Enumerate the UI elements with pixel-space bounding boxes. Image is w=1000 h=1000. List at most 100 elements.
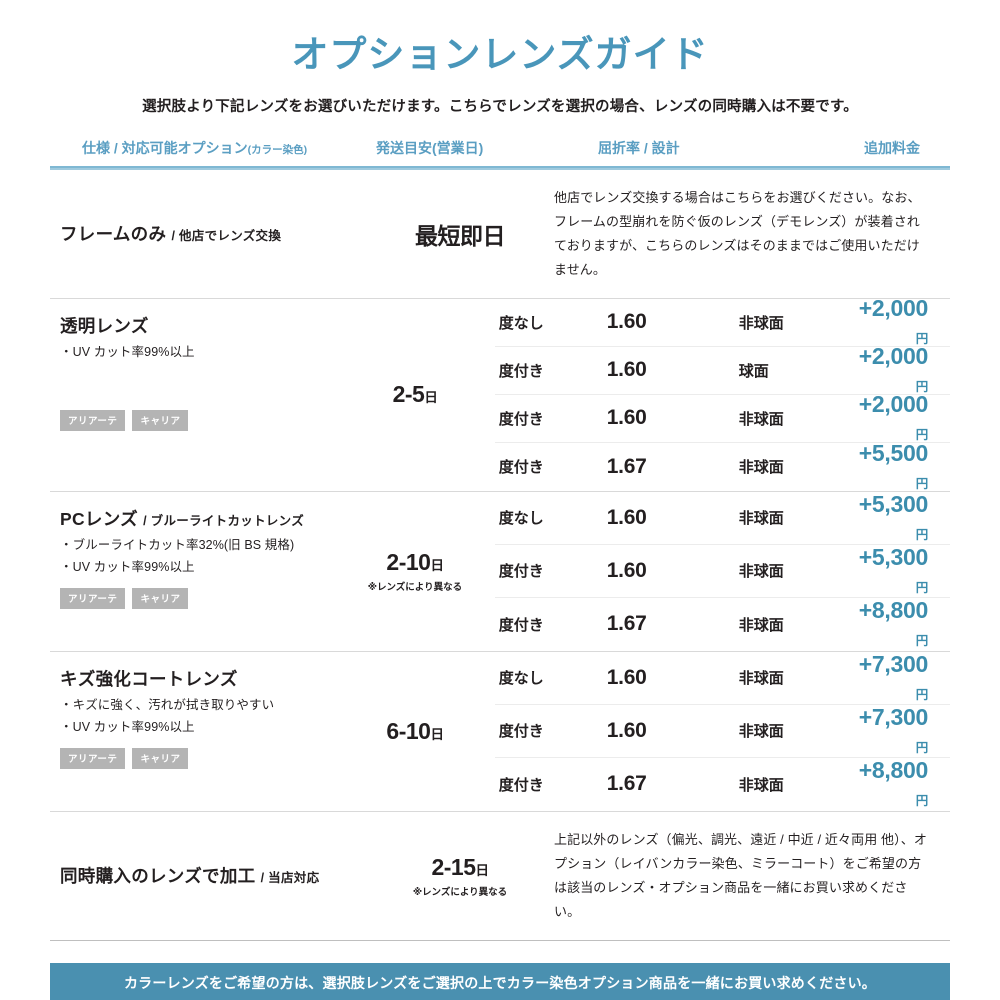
spec-cell: 透明レンズ ・UV カット率99%以上 アリアーテ キャリア (50, 299, 335, 491)
option-price: +7,300 円 (859, 651, 950, 705)
shipping-days-unit: 日 (475, 862, 490, 878)
row-note: 上記以外のレンズ（偏光、調光、遠近 / 中近 / 近々両用 他）、オプション（レ… (554, 831, 927, 919)
option-row[interactable]: 度付き 1.60 非球面 +2,000 円 (494, 391, 950, 443)
description-cell: 他店でレンズ交換する場合はこちらをお選びください。なお、フレームの型崩れを防ぐ仮… (550, 170, 950, 298)
option-degree: 度付き (498, 410, 544, 428)
option-price: +2,000 円 (859, 295, 950, 349)
option-price-yen: 円 (915, 794, 929, 809)
table-row: 透明レンズ ・UV カット率99%以上 アリアーテ キャリア 2-5日 度なし … (50, 295, 950, 494)
option-price-value: +2,000 (858, 391, 929, 418)
shipping-cell: 2-5日 (335, 299, 495, 491)
shipping-days-unit: 日 (430, 726, 444, 742)
lens-name-main: 同時購入のレンズで加工 (60, 866, 256, 887)
column-header-price: 追加料金 (864, 139, 920, 156)
spec-cell: PCレンズ / ブルーライトカットレンズ ・ブルーライトカット率32%(旧 BS… (50, 492, 335, 651)
header-divider (50, 165, 950, 170)
lens-name-sub: / 他店でレンズ交換 (171, 229, 282, 244)
table-row: キズ強化コートレンズ ・キズに強く、汚れが拭き取りやすい ・UV カット率99%… (50, 651, 950, 812)
lens-feature: ・UV カット率99%以上 (60, 344, 195, 359)
option-price-yen: 円 (915, 476, 929, 491)
shipping-days: 最短即日 (415, 222, 506, 249)
option-design: 非球面 (738, 410, 784, 428)
shipping-days-unit: 日 (424, 390, 438, 406)
option-price-yen: 円 (915, 740, 929, 755)
option-price-value: +5,300 (858, 490, 929, 517)
shipping-days: 2-15日 (431, 854, 490, 881)
option-degree: 度なし (498, 670, 544, 688)
option-price: +5,500 円 (859, 440, 950, 494)
option-row[interactable]: 度付き 1.60 球面 +2,000 円 (494, 343, 950, 395)
option-price-yen: 円 (915, 527, 929, 542)
column-header-spec: 仕様 / 対応可能オプション(カラー染色) (50, 138, 370, 158)
option-design: 非球面 (738, 776, 784, 794)
lens-feature: ・UV カット率99%以上 (60, 719, 195, 734)
option-price-yen: 円 (915, 687, 929, 702)
shipping-days-value: 2-5 (392, 381, 425, 408)
option-design: 非球面 (738, 314, 784, 332)
option-price: +5,300 円 (859, 491, 950, 545)
option-index: 1.67 (606, 772, 647, 796)
option-price-yen: 円 (915, 634, 929, 649)
option-index: 1.60 (606, 665, 647, 689)
row-note: 他店でレンズ交換する場合はこちらをお選びください。なお、フレームの型崩れを防ぐ仮… (554, 189, 921, 277)
spec-cell: キズ強化コートレンズ ・キズに強く、汚れが拭き取りやすい ・UV カット率99%… (50, 652, 335, 811)
option-row[interactable]: 度付き 1.60 非球面 +5,300 円 (494, 544, 950, 598)
table-row: PCレンズ / ブルーライトカットレンズ ・ブルーライトカット率32%(旧 BS… (50, 491, 950, 652)
option-degree: 度付き (498, 776, 544, 794)
option-price-yen: 円 (915, 428, 929, 443)
badge-group: アリアーテ キャリア (60, 738, 335, 770)
option-index: 1.60 (606, 718, 647, 742)
option-degree: 度なし (498, 314, 544, 332)
lens-name-main: PCレンズ (60, 508, 138, 529)
option-design: 非球面 (738, 563, 784, 581)
column-header-index: 屈折率 / 設計 (598, 139, 680, 156)
spec-cell: 同時購入のレンズで加工 / 当店対応 (50, 812, 370, 940)
option-design: 非球面 (738, 723, 784, 741)
options-cell: 度なし 1.60 非球面 +5,300円 度付き 1.60 非球面 +5,300… (494, 491, 950, 651)
option-design: 非球面 (738, 459, 784, 477)
shipping-days-note: ※レンズにより異なる (367, 582, 463, 594)
option-price: +5,300 円 (859, 544, 950, 598)
option-price-value: +7,300 (858, 703, 929, 730)
lens-name-sub: / 当店対応 (260, 871, 320, 886)
option-index: 1.67 (606, 454, 647, 478)
option-price-value: +5,500 (858, 439, 929, 466)
lens-name-main: キズ強化コートレンズ (60, 668, 238, 689)
option-index: 1.60 (606, 358, 647, 382)
option-row[interactable]: 度付き 1.67 非球面 +5,500 円 (495, 440, 950, 494)
shipping-cell: 6-10日 (335, 652, 495, 811)
spec-cell: フレームのみ / 他店でレンズ交換 (50, 170, 370, 298)
shipping-cell: 最短即日 (370, 170, 550, 298)
option-row[interactable]: 度付き 1.67 非球面 +8,800 円 (495, 757, 950, 811)
options-cell: 度なし 1.60 非球面 +7,300円 度付き 1.60 非球面 +7,300… (494, 651, 950, 811)
description-cell: 上記以外のレンズ（偏光、調光、遠近 / 中近 / 近々両用 他）、オプション（レ… (550, 812, 950, 940)
lens-name-main: 透明レンズ (60, 315, 149, 336)
shipping-days: 2-5日 (393, 381, 438, 408)
option-degree: 度付き (498, 362, 544, 380)
badge-ariate: アリアーテ (60, 588, 126, 610)
badge-career: キャリア (132, 588, 189, 610)
option-price: +7,300 円 (859, 704, 950, 758)
option-row[interactable]: 度付き 1.67 非球面 +8,800 円 (495, 597, 950, 651)
option-price: +2,000 円 (859, 343, 950, 397)
option-degree: 度なし (498, 510, 544, 528)
option-row[interactable]: 度なし 1.60 非球面 +2,000 円 (494, 295, 950, 347)
shipping-days: 2-10日 (386, 549, 444, 576)
shipping-days-note: ※レンズにより異なる (412, 886, 508, 898)
option-row[interactable]: 度なし 1.60 非球面 +5,300 円 (494, 491, 950, 545)
badge-ariate: アリアーテ (60, 748, 126, 770)
option-price-value: +8,800 (858, 597, 929, 624)
option-degree: 度付き (498, 459, 544, 477)
column-header-spec-main: 仕様 / 対応可能オプション (82, 139, 248, 156)
option-row[interactable]: 度なし 1.60 非球面 +7,300 円 (494, 651, 950, 705)
shipping-cell: 2-10日 ※レンズにより異なる (335, 492, 495, 651)
lens-name: 同時購入のレンズで加工 / 当店対応 (60, 863, 319, 888)
badge-group: アリアーテ キャリア (60, 578, 335, 610)
option-row[interactable]: 度付き 1.60 非球面 +7,300 円 (494, 704, 950, 758)
table-row: フレームのみ / 他店でレンズ交換 最短即日 他店でレンズ交換する場合はこちらを… (50, 170, 950, 299)
options-cell: 度なし 1.60 非球面 +2,000円 度付き 1.60 球面 +2,000円… (494, 295, 950, 494)
shipping-days-value: 6-10 (386, 717, 431, 744)
option-degree: 度付き (498, 616, 544, 634)
option-price-yen: 円 (915, 332, 929, 347)
